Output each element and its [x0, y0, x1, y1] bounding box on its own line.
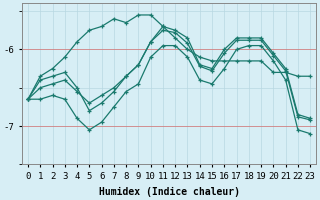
X-axis label: Humidex (Indice chaleur): Humidex (Indice chaleur) — [99, 186, 240, 197]
